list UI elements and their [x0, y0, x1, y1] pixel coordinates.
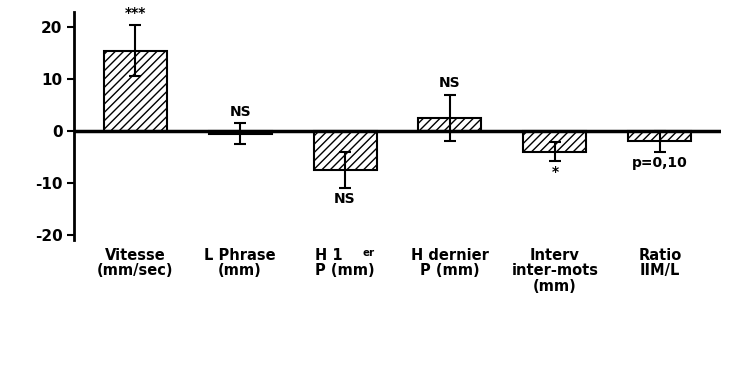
Text: H 1: H 1	[316, 248, 343, 263]
Bar	[629, 131, 691, 141]
Text: (mm/sec): (mm/sec)	[97, 263, 173, 278]
Text: P (mm): P (mm)	[420, 263, 480, 278]
Text: NS: NS	[334, 192, 356, 206]
Text: H dernier: H dernier	[411, 248, 489, 263]
Text: *: *	[551, 165, 559, 179]
Bar	[523, 131, 586, 152]
Text: er: er	[363, 248, 375, 258]
Text: (mm): (mm)	[533, 279, 577, 294]
Bar	[209, 131, 272, 134]
Bar	[314, 131, 377, 170]
Text: inter-mots: inter-mots	[511, 263, 598, 278]
Bar	[418, 118, 481, 131]
Text: P (mm): P (mm)	[315, 263, 375, 278]
Text: Interv: Interv	[530, 248, 580, 263]
Text: Ratio: Ratio	[638, 248, 681, 263]
Text: NS: NS	[230, 105, 251, 119]
Text: Vitesse: Vitesse	[105, 248, 166, 263]
Text: p=0,10: p=0,10	[632, 156, 688, 170]
Text: (mm): (mm)	[218, 263, 262, 278]
Text: NS: NS	[439, 77, 461, 91]
Bar	[104, 51, 166, 131]
Text: L Phrase: L Phrase	[204, 248, 276, 263]
Text: IIM/L: IIM/L	[640, 263, 680, 278]
Text: ***: ***	[125, 7, 146, 21]
